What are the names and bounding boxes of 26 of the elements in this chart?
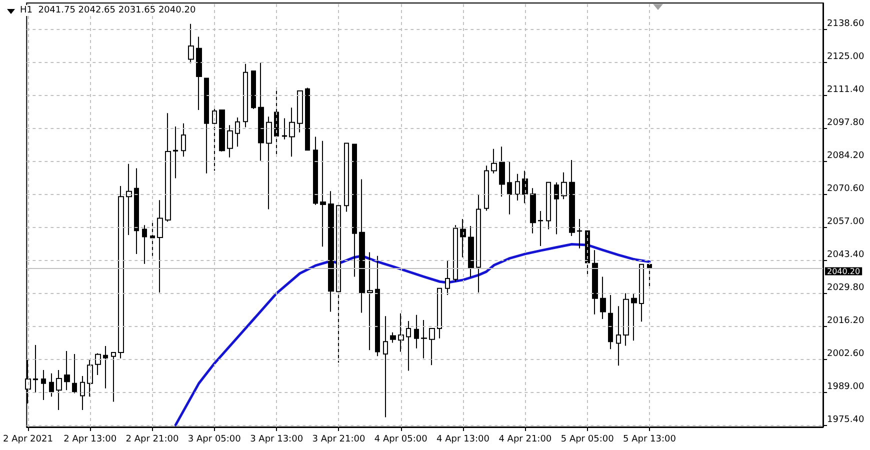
- ref-line-label: 2040.20: [827, 266, 860, 276]
- y-tick-label: 2002.60: [827, 349, 864, 360]
- x-tick-label: 2 Apr 21:00: [126, 434, 180, 444]
- y-tick-label: 2016.20: [827, 316, 864, 326]
- y-tick-label: 2125.00: [827, 52, 864, 62]
- y-tick-label: 2138.60: [827, 18, 864, 29]
- x-tick-label: 3 Apr 05:00: [188, 434, 242, 444]
- x-tick-label: 4 Apr 13:00: [436, 434, 490, 444]
- x-tick-label: 4 Apr 05:00: [374, 434, 428, 444]
- x-tick-label: 2 Apr 13:00: [64, 434, 117, 444]
- x-tick-label: 3 Apr 13:00: [250, 434, 304, 444]
- y-tick-label: 2084.20: [827, 150, 864, 161]
- y-tick-label: 2029.80: [827, 283, 864, 294]
- chart-title: H1 2041.75 2042.65 2031.65 2040.20: [20, 6, 196, 16]
- y-tick-label: 2057.00: [827, 217, 864, 227]
- x-tick-label: 3 Apr 21:00: [312, 434, 366, 444]
- y-tick-label: 2097.80: [827, 118, 864, 128]
- x-tick-label: 5 Apr 13:00: [623, 434, 676, 444]
- x-tick-label: 5 Apr 05:00: [560, 434, 614, 444]
- x-tick-label: 2 Apr 2021: [3, 434, 53, 444]
- y-tick-label: 1975.40: [827, 415, 864, 426]
- y-tick-label: 2043.40: [827, 250, 864, 260]
- y-tick-label: 2070.60: [827, 184, 864, 194]
- x-tick-label: 4 Apr 21:00: [498, 434, 552, 444]
- y-tick-label: 1989.00: [827, 382, 864, 392]
- y-tick-label: 2111.40: [827, 84, 864, 95]
